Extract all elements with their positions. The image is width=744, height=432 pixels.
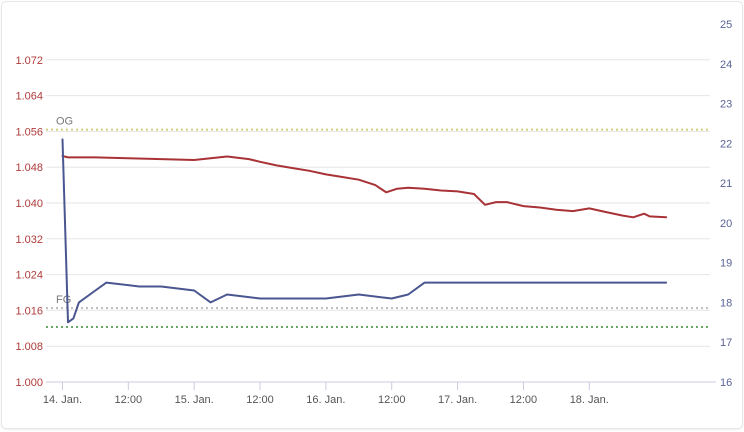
reference-label: FG — [56, 294, 71, 306]
x-tick-label: 12:00 — [378, 394, 406, 406]
left-tick-label: 1.032 — [15, 234, 43, 246]
left-tick-label: 1.056 — [15, 126, 43, 138]
left-tick-label: 1.016 — [15, 305, 43, 317]
right-tick-label: 23 — [720, 99, 732, 111]
left-tick-label: 1.048 — [15, 162, 43, 174]
left-tick-label: 1.000 — [15, 377, 43, 389]
axes: 1.000 1.008 1.016 1.024 1.032 1.040 1.048 1.056… — [15, 19, 732, 406]
x-tick-label: 16. Jan. — [306, 394, 345, 406]
grid-lines — [46, 59, 710, 347]
left-tick-label: 1.064 — [15, 91, 43, 103]
right-tick-label: 18 — [720, 297, 732, 309]
x-tick-label: 12:00 — [246, 394, 274, 406]
left-tick-label: 1.072 — [15, 55, 43, 67]
left-tick-label: 1.008 — [15, 341, 43, 353]
right-tick-label: 19 — [720, 258, 732, 270]
x-tick-label: 14. Jan. — [43, 394, 82, 406]
right-tick-label: 22 — [720, 138, 732, 150]
right-tick-label: 21 — [720, 178, 732, 190]
left-tick-label: 1.040 — [15, 198, 43, 210]
x-tick-label: 12:00 — [115, 394, 143, 406]
series-lines — [61, 138, 668, 324]
series-line — [61, 155, 668, 219]
right-tick-label: 17 — [720, 337, 732, 349]
reference-lines: OG FG — [46, 116, 710, 328]
x-tick-label: 12:00 — [510, 394, 538, 406]
x-tick-label: 18. Jan. — [570, 394, 609, 406]
right-tick-label: 25 — [720, 19, 732, 31]
left-tick-label: 1.024 — [15, 270, 43, 282]
x-tick-label: 15. Jan. — [175, 394, 214, 406]
reference-label: OG — [56, 116, 73, 128]
right-tick-label: 24 — [720, 59, 732, 71]
right-tick-label: 20 — [720, 218, 732, 230]
x-tick-label: 17. Jan. — [438, 394, 477, 406]
right-tick-label: 16 — [720, 377, 732, 389]
series-line — [61, 138, 668, 324]
